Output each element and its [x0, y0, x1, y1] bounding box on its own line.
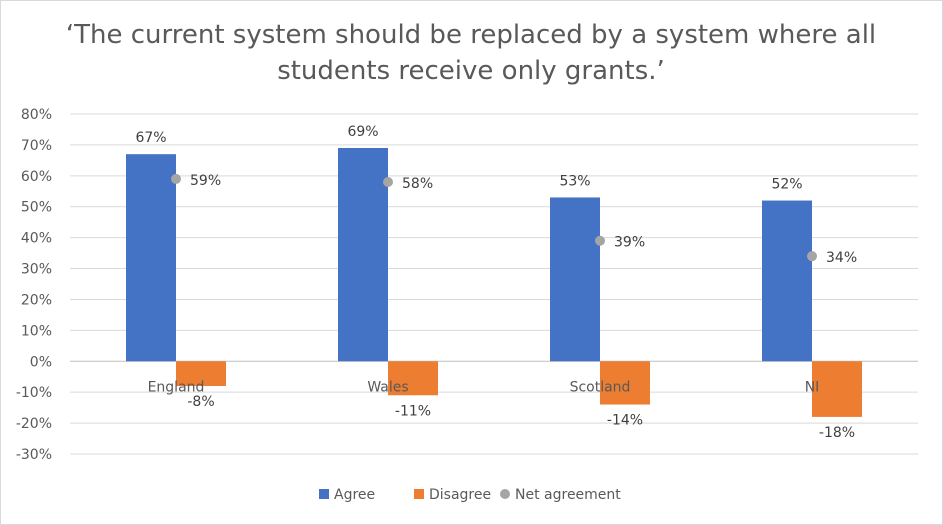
y-tick-label: 0%	[30, 354, 52, 370]
disagree-bar	[176, 361, 226, 386]
disagree-bar	[388, 361, 438, 396]
agree-data-label: 52%	[771, 177, 802, 193]
category-label: England	[148, 379, 205, 395]
disagree-data-label: -18%	[819, 425, 855, 441]
legend: Agree Disagree Net agreement	[319, 487, 621, 503]
disagree-bar	[600, 361, 650, 405]
legend-marker-disagree	[414, 489, 424, 499]
net-agreement-point	[807, 251, 817, 262]
data-labels: 67% -8% 59% 69% -11% 58% 53% -14% 39% 52% -18% 34%	[135, 124, 857, 441]
agree-data-label: 53%	[559, 173, 590, 189]
net-agreement-data-label: 59%	[190, 173, 221, 189]
agree-bar	[762, 200, 812, 362]
net-agreement-data-label: 39%	[614, 235, 645, 251]
x-axis-category-labels: England Wales Scotland NI	[148, 379, 820, 395]
y-axis-tick-labels: 80% 70% 60% 50% 40% 30% 20% 10% 0% -10% -20% -30%	[16, 107, 52, 463]
agree-bar	[550, 197, 600, 362]
y-tick-label: -10%	[16, 385, 52, 401]
legend-label: Agree	[334, 487, 375, 503]
agree-data-label: 67%	[135, 130, 166, 146]
agree-bar	[126, 154, 176, 362]
chart-title: ‘The current system should be replaced b…	[65, 20, 877, 86]
category-label: Scotland	[570, 379, 631, 395]
category-label: Wales	[367, 379, 408, 395]
y-tick-label: 50%	[21, 200, 52, 216]
agree-data-label: 69%	[347, 124, 378, 140]
legend-label: Disagree	[429, 487, 491, 503]
agree-bar	[338, 148, 388, 362]
y-tick-label: 30%	[21, 262, 52, 278]
legend-marker-net-agreement	[500, 489, 510, 499]
legend-marker-agree	[319, 489, 329, 499]
net-agreement-data-label: 58%	[402, 176, 433, 192]
y-tick-label: -30%	[16, 447, 52, 463]
disagree-bar	[812, 361, 862, 417]
legend-label: Net agreement	[515, 487, 621, 503]
net-agreement-data-label: 34%	[826, 250, 857, 266]
y-tick-label: 40%	[21, 231, 52, 247]
y-tick-label: 70%	[21, 138, 52, 154]
disagree-data-label: -14%	[607, 413, 643, 429]
y-tick-label: 60%	[21, 169, 52, 185]
bars	[126, 148, 862, 417]
y-tick-label: 80%	[21, 107, 52, 123]
disagree-data-label: -8%	[187, 394, 214, 410]
net-agreement-point	[171, 173, 181, 184]
y-tick-label: 20%	[21, 292, 52, 308]
y-tick-label: 10%	[21, 323, 52, 339]
disagree-data-label: -11%	[395, 403, 431, 419]
net-agreement-point	[595, 235, 605, 246]
net-agreement-point	[383, 177, 393, 187]
net-agreement-points	[171, 173, 817, 262]
y-tick-label: -20%	[16, 416, 52, 432]
category-label: NI	[805, 379, 820, 395]
